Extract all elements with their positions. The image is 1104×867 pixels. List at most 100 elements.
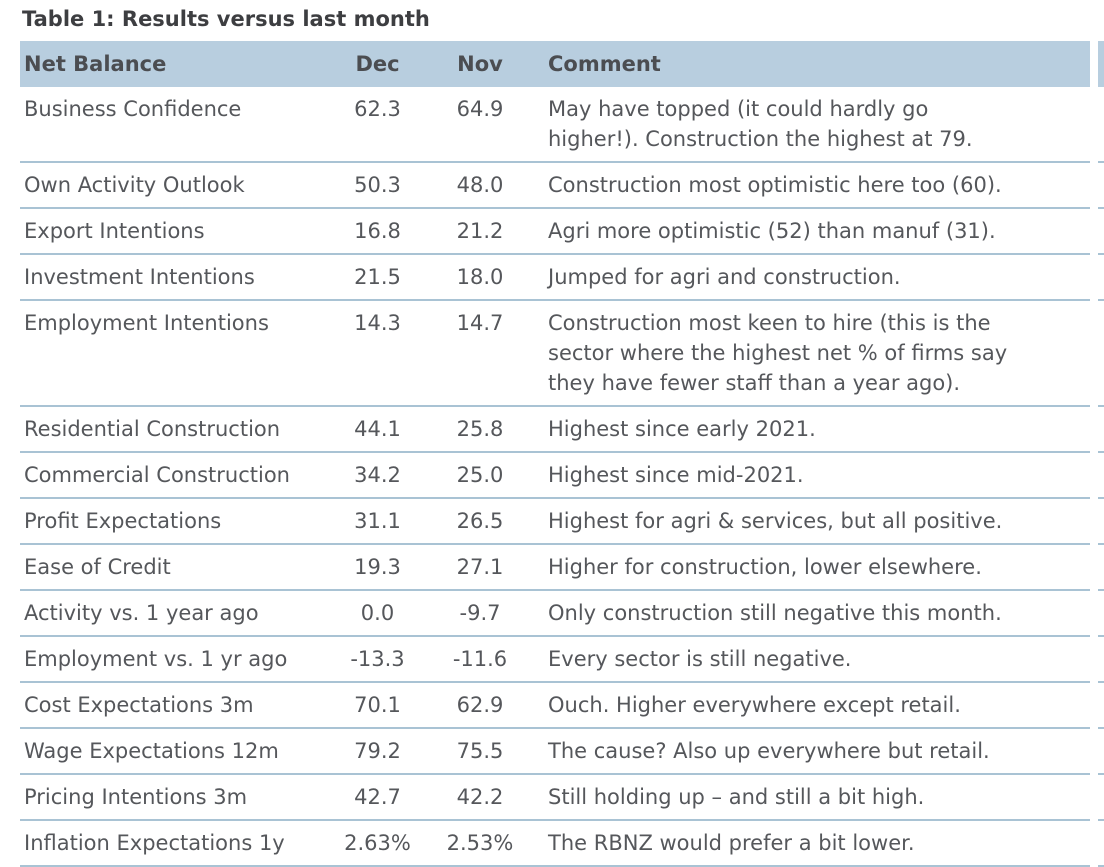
comment-text: Every sector is still negative. [535,636,1090,683]
comment-text: Highest for agri & services, but all pos… [535,498,1090,545]
row-label: Cost Expectations 3m [20,682,330,729]
next-column-sliver [1098,300,1104,407]
next-column-sliver [1098,544,1104,591]
dec-value: 19.3 [330,544,425,591]
row-label: Inflation Expectations 1y [20,820,330,867]
table-row: Profit Expectations 31.1 26.5 Highest fo… [20,498,1104,545]
comment-text: Jumped for agri and construction. [535,254,1090,301]
col-header-dec: Dec [330,41,425,87]
next-column-sliver [1098,87,1104,163]
row-label: Ease of Credit [20,544,330,591]
dec-value: 14.3 [330,300,425,407]
next-column-sliver [1098,208,1104,255]
comment-text: Construction most keen to hire (this is … [535,300,1090,407]
table-row: Investment Intentions 21.5 18.0 Jumped f… [20,254,1104,301]
column-gap [1090,300,1098,406]
dec-value: 21.5 [330,254,425,301]
comment-text: The cause? Also up everywhere but retail… [535,728,1090,775]
table-row: Export Intentions 16.8 21.2 Agri more op… [20,208,1104,255]
next-column-sliver [1098,406,1104,453]
nov-value: 75.5 [425,728,535,775]
next-column-sliver [1098,636,1104,683]
table-row: Business Confidence 62.3 64.9 May have t… [20,87,1104,163]
dec-value: 79.2 [330,728,425,775]
nov-value: 27.1 [425,544,535,591]
comment-text: Ouch. Higher everywhere except retail. [535,682,1090,729]
comment-text: Higher for construction, lower elsewhere… [535,544,1090,591]
row-label: Wage Expectations 12m [20,728,330,775]
header-row: Net Balance Dec Nov Comment [20,41,1104,87]
table-row: Employment vs. 1 yr ago -13.3 -11.6 Ever… [20,636,1104,683]
table-row: Commercial Construction 34.2 25.0 Highes… [20,452,1104,499]
row-label: Investment Intentions [20,254,330,301]
column-gap [1090,636,1098,682]
table-row: Inflation Expectations 1y 2.63% 2.53% Th… [20,820,1104,867]
next-column-sliver [1098,452,1104,499]
next-column-sliver [1098,41,1104,87]
next-column-sliver [1098,162,1104,209]
table-row: Cost Expectations 3m 70.1 62.9 Ouch. Hig… [20,682,1104,729]
nov-value: 62.9 [425,682,535,729]
table-row: Own Activity Outlook 50.3 48.0 Construct… [20,162,1104,209]
nov-value: 64.9 [425,87,535,163]
table-title: Table 1: Results versus last month [22,7,430,31]
table-row: Pricing Intentions 3m 42.7 42.2 Still ho… [20,774,1104,821]
table-row: Wage Expectations 12m 79.2 75.5 The caus… [20,728,1104,775]
row-label: Profit Expectations [20,498,330,545]
row-label: Commercial Construction [20,452,330,499]
nov-value: 26.5 [425,498,535,545]
nov-value: 48.0 [425,162,535,209]
table-row: Employment Intentions 14.3 14.7 Construc… [20,300,1104,407]
nov-value: -9.7 [425,590,535,637]
comment-text: May have topped (it could hardly go high… [535,87,1090,163]
row-label: Pricing Intentions 3m [20,774,330,821]
comment-text: Highest since mid-2021. [535,452,1090,499]
table-row: Activity vs. 1 year ago 0.0 -9.7 Only co… [20,590,1104,637]
dec-value: 34.2 [330,452,425,499]
next-column-sliver [1098,682,1104,729]
comment-text: Only construction still negative this mo… [535,590,1090,637]
dec-value: 62.3 [330,87,425,163]
row-label: Export Intentions [20,208,330,255]
row-label: Own Activity Outlook [20,162,330,209]
row-label: Business Confidence [20,87,330,163]
row-label: Activity vs. 1 year ago [20,590,330,637]
nov-value: 21.2 [425,208,535,255]
comment-text: Highest since early 2021. [535,406,1090,453]
dec-value: 44.1 [330,406,425,453]
nov-value: -11.6 [425,636,535,683]
comment-text: Still holding up – and still a bit high. [535,774,1090,821]
col-header-net-balance: Net Balance [20,41,330,87]
column-gap [1090,682,1098,728]
nov-value: 18.0 [425,254,535,301]
next-column-sliver [1098,254,1104,301]
comment-text: The RBNZ would prefer a bit lower. [535,820,1090,867]
next-column-sliver [1098,728,1104,775]
column-gap [1090,544,1098,590]
table-row: Ease of Credit 19.3 27.1 Higher for cons… [20,544,1104,591]
row-label: Residential Construction [20,406,330,453]
column-gap [1090,87,1098,162]
col-header-nov: Nov [425,41,535,87]
col-header-comment: Comment [535,41,1090,87]
nov-value: 14.7 [425,300,535,407]
nov-value: 2.53% [425,820,535,867]
column-gap [1090,774,1098,820]
nov-value: 25.8 [425,406,535,453]
nov-value: 25.0 [425,452,535,499]
dec-value: 42.7 [330,774,425,821]
column-gap [1090,41,1098,87]
column-gap [1090,208,1098,254]
next-column-sliver [1098,774,1104,821]
column-gap [1090,590,1098,636]
dec-value: 50.3 [330,162,425,209]
dec-value: 0.0 [330,590,425,637]
column-gap [1090,254,1098,300]
column-gap [1090,820,1098,866]
next-column-sliver [1098,590,1104,637]
comment-text: Agri more optimistic (52) than manuf (31… [535,208,1090,255]
dec-value: 2.63% [330,820,425,867]
comment-text: Construction most optimistic here too (6… [535,162,1090,209]
table-row: Residential Construction 44.1 25.8 Highe… [20,406,1104,453]
